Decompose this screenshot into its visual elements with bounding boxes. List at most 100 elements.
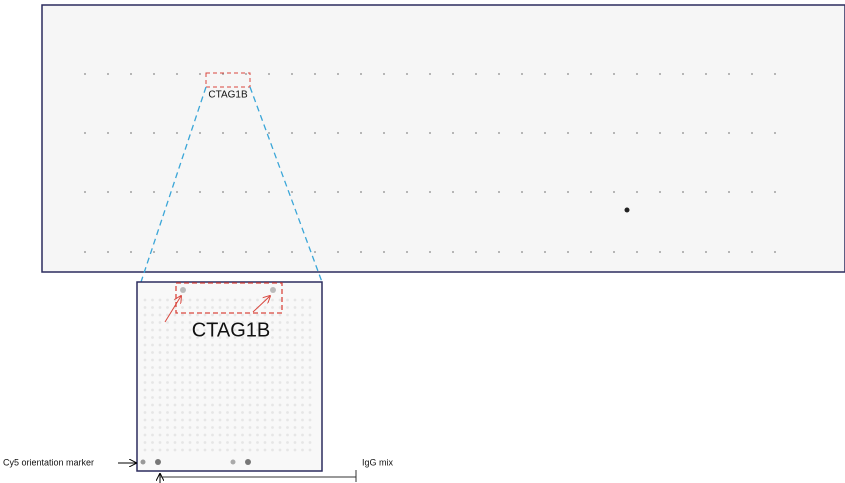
- spot: [143, 298, 147, 302]
- spot: [301, 336, 304, 339]
- spot: [241, 313, 244, 317]
- spot: [293, 411, 297, 414]
- spot: [196, 388, 199, 392]
- spot: [613, 191, 615, 193]
- spot-grid: [84, 73, 776, 253]
- spot: [211, 351, 214, 354]
- spot: [774, 251, 776, 253]
- spot: [308, 351, 312, 354]
- spot: [166, 366, 169, 369]
- spot: [278, 373, 282, 377]
- spot: [263, 396, 267, 399]
- spot: [241, 388, 244, 392]
- spot: [151, 321, 154, 324]
- orientation-marker-label: Cy5 orientation marker: [3, 457, 94, 467]
- spot: [196, 298, 199, 302]
- spot: [203, 433, 207, 437]
- zoom-spot-grid: [143, 298, 312, 452]
- spot: [248, 403, 252, 407]
- spot: [263, 321, 267, 324]
- spot: [143, 396, 147, 399]
- spot: [151, 343, 154, 347]
- spot: [337, 132, 339, 134]
- spot: [256, 328, 259, 332]
- spot: [308, 298, 312, 302]
- spot: [143, 336, 147, 339]
- spot: [233, 336, 237, 339]
- spot: [203, 388, 207, 392]
- spot: [291, 251, 293, 253]
- spot: [751, 191, 753, 193]
- spot: [293, 441, 297, 444]
- spot: [293, 306, 297, 309]
- spot: [233, 328, 237, 332]
- spot: [203, 306, 207, 309]
- spot: [196, 358, 199, 362]
- spot: [211, 403, 214, 407]
- spot: [268, 73, 270, 75]
- spot: [263, 343, 267, 347]
- spot: [263, 313, 267, 317]
- spot: [199, 191, 201, 193]
- spot: [682, 251, 684, 253]
- spot: [613, 132, 615, 134]
- spot: [256, 373, 259, 377]
- spot: [196, 433, 199, 437]
- spot: [226, 448, 229, 452]
- spot: [263, 336, 267, 339]
- spot: [245, 459, 251, 465]
- spot: [271, 411, 274, 414]
- spot: [196, 426, 199, 429]
- spot: [218, 426, 222, 429]
- igg-mix-label: IgG mix: [362, 457, 394, 467]
- spot: [233, 321, 237, 324]
- spot: [166, 448, 169, 452]
- spot: [233, 433, 237, 437]
- spot: [293, 313, 297, 317]
- spot: [181, 418, 184, 422]
- spot: [218, 388, 222, 392]
- spot: [203, 328, 207, 332]
- spot: [286, 418, 289, 422]
- spot: [199, 251, 201, 253]
- spot: [278, 313, 282, 317]
- spot: [218, 313, 222, 317]
- spot: [151, 448, 154, 452]
- spot: [278, 336, 282, 339]
- spot: [245, 73, 247, 75]
- spot: [173, 351, 177, 354]
- spot: [226, 411, 229, 414]
- spot: [211, 381, 214, 384]
- spot: [151, 373, 154, 377]
- spot: [176, 73, 178, 75]
- spot: [218, 418, 222, 422]
- spot: [181, 313, 184, 317]
- zoom-line: [140, 86, 207, 283]
- spot: [166, 328, 169, 332]
- spot: [271, 441, 274, 444]
- spot: [226, 426, 229, 429]
- spot: [293, 426, 297, 429]
- spot: [203, 313, 207, 317]
- spot: [268, 251, 270, 253]
- spot: [278, 343, 282, 347]
- spot: [521, 132, 523, 134]
- spot: [293, 403, 297, 407]
- spot: [130, 251, 132, 253]
- spot: [271, 321, 274, 324]
- spot: [218, 358, 222, 362]
- spot: [181, 298, 184, 302]
- spot: [203, 381, 207, 384]
- spot: [181, 343, 184, 347]
- spot: [233, 358, 237, 362]
- spot: [301, 396, 304, 399]
- spot: [233, 418, 237, 422]
- spot: [203, 411, 207, 414]
- spot: [286, 373, 289, 377]
- spot: [199, 73, 201, 75]
- spot: [151, 351, 154, 354]
- spot: [248, 388, 252, 392]
- spot: [203, 298, 207, 302]
- spot: [286, 336, 289, 339]
- spot: [203, 373, 207, 377]
